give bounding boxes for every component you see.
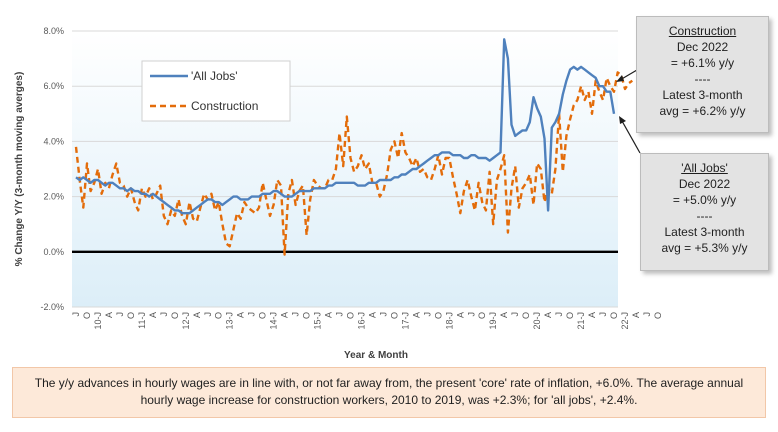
x-tick-label: O <box>345 312 355 319</box>
construction-callout-avg-value: avg = +6.2% y/y <box>659 104 746 118</box>
x-tick-label: O <box>258 312 268 319</box>
all-jobs-callout-title: 'All Jobs' <box>681 161 728 175</box>
x-tick-label: J <box>378 312 388 317</box>
all-jobs-arrow <box>621 120 641 154</box>
x-tick-label: 17-J <box>400 312 410 330</box>
y-axis-ticks: 8.0% 6.0% 4.0% 2.0% 0.0% -2.0% <box>40 26 64 312</box>
x-tick-label: J <box>203 312 213 317</box>
x-tick-label: A <box>411 312 421 318</box>
summary-note: The y/y advances in hourly wages are in … <box>12 367 766 418</box>
x-tick-label: 19-J <box>488 312 498 330</box>
x-tick-label: A <box>631 312 641 318</box>
legend-label-construction: Construction <box>191 99 258 113</box>
x-tick-label: A <box>236 312 246 318</box>
x-tick-label: O <box>609 312 619 319</box>
x-tick-label: 21-J <box>576 312 586 330</box>
construction-callout-date: Dec 2022 <box>676 40 729 54</box>
x-tick-label: 10-J <box>93 312 103 330</box>
x-tick-label: 15-J <box>313 312 323 330</box>
x-tick-label: A <box>324 312 334 318</box>
all-jobs-callout: 'All Jobs' Dec 2022 = +5.0% y/y ---- Lat… <box>640 153 769 271</box>
x-tick-label: J <box>554 312 564 317</box>
x-tick-label: O <box>653 312 663 319</box>
x-tick-label: J <box>115 312 125 317</box>
construction-callout-separator: ---- <box>694 72 711 86</box>
x-tick-label: O <box>565 312 575 319</box>
all-jobs-arrowhead <box>619 116 626 124</box>
legend-label-all-jobs: 'All Jobs' <box>191 69 238 83</box>
x-tick-label: J <box>335 312 345 317</box>
x-tick-label: O <box>433 312 443 319</box>
x-tick-label: J <box>71 312 81 317</box>
x-tick-label: J <box>510 312 520 317</box>
x-tick-label: O <box>477 312 487 319</box>
x-tick-label: J <box>159 312 169 317</box>
x-tick-label: A <box>280 312 290 318</box>
x-tick-label: O <box>126 312 136 319</box>
x-tick-label: O <box>389 312 399 319</box>
construction-callout: Construction Dec 2022 = +6.1% y/y ---- L… <box>636 16 769 133</box>
y-tick-label: 4.0% <box>43 136 64 146</box>
x-tick-label: O <box>302 312 312 319</box>
all-jobs-callout-value: = +5.0% y/y <box>672 193 737 207</box>
x-tick-label: O <box>170 312 180 319</box>
construction-callout-value: = +6.1% y/y <box>670 56 735 70</box>
x-tick-label: 22-J <box>620 312 630 330</box>
all-jobs-callout-separator: ---- <box>696 209 713 223</box>
callout-arrows <box>616 69 641 154</box>
x-tick-label: O <box>82 312 92 319</box>
x-tick-label: J <box>598 312 608 317</box>
legend-box <box>141 60 291 122</box>
construction-callout-title: Construction <box>668 24 737 38</box>
all-jobs-callout-avg-label: Latest 3-month <box>664 225 745 239</box>
x-tick-label: 11-J <box>137 312 147 329</box>
construction-callout-avg-label: Latest 3-month <box>662 88 743 102</box>
wage-growth-line-chart: 8.0%6.0%4.0%2.0%0.0%-2.0% J O 10-J A J O 11-J A… <box>14 26 663 360</box>
x-tick-label: O <box>521 312 531 319</box>
x-tick-label: A <box>499 312 509 318</box>
legend: 'All Jobs' Construction <box>141 60 291 122</box>
all-jobs-callout-avg-value: avg = +5.3% y/y <box>661 241 748 255</box>
y-axis-title: % Change Y/Y (3-month moving averges) <box>14 72 25 267</box>
x-tick-label: A <box>455 312 465 318</box>
x-tick-label: A <box>104 312 114 318</box>
x-tick-label: 18-J <box>444 312 454 330</box>
y-tick-label: 6.0% <box>43 81 64 91</box>
x-tick-label: A <box>587 312 597 318</box>
y-tick-label: 0.0% <box>43 247 64 257</box>
y-tick-label: -2.0% <box>40 302 64 312</box>
x-tick-label: 16-J <box>356 312 366 330</box>
series-line-construction <box>74 71 634 256</box>
x-tick-label: J <box>466 312 476 317</box>
x-tick-label: O <box>214 312 224 319</box>
x-tick-label: 20-J <box>532 312 542 330</box>
construction-arrowhead <box>616 75 624 82</box>
x-tick-label: J <box>291 312 301 317</box>
x-tick-label: A <box>148 312 158 318</box>
x-tick-label: 13-J <box>225 312 235 330</box>
x-tick-label: J <box>247 312 257 317</box>
x-axis-ticks: J O 10-J A J O 11-J A J O 12-J A J O 13-J A J O 14-J A J O 15-… <box>71 312 663 330</box>
x-tick-label: A <box>367 312 377 318</box>
x-tick-label: A <box>192 312 202 318</box>
x-tick-label: J <box>642 312 652 317</box>
all-jobs-callout-date: Dec 2022 <box>678 177 731 191</box>
x-axis-title: Year & Month <box>344 350 408 360</box>
series-lines <box>74 38 634 256</box>
y-tick-label: 2.0% <box>43 192 64 202</box>
x-tick-label: 14-J <box>269 312 279 330</box>
x-tick-label: J <box>422 312 432 317</box>
series-line-all-jobs <box>75 38 616 215</box>
x-tick-label: 12-J <box>181 312 191 330</box>
x-tick-label: A <box>543 312 553 318</box>
y-tick-label: 8.0% <box>43 26 64 36</box>
